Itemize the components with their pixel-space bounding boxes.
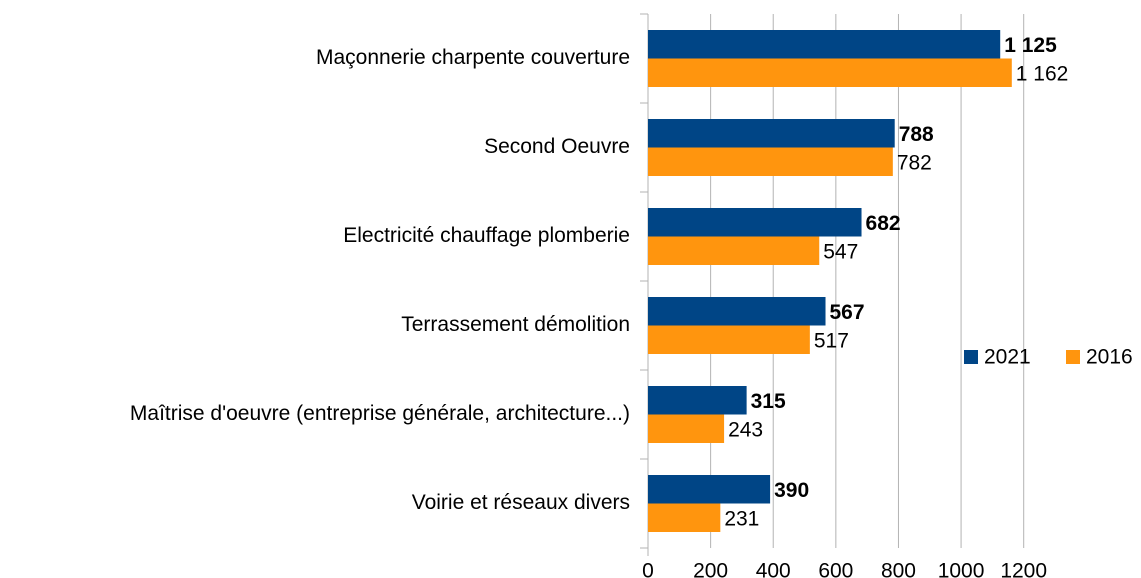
data-label: 390 (774, 479, 809, 502)
bar (648, 325, 810, 354)
bar (648, 414, 725, 443)
bar (648, 475, 771, 504)
bar (648, 119, 895, 148)
bar (648, 147, 893, 176)
y-tick-label: Maçonnerie charpente couverture (316, 46, 630, 69)
y-tick-label: Maîtrise d'oeuvre (entreprise générale, … (130, 402, 630, 425)
data-label: 782 (897, 151, 932, 174)
x-tick-label: 800 (881, 560, 916, 578)
bar (648, 30, 1001, 59)
data-label: 243 (728, 418, 763, 441)
x-tick-label: 200 (693, 560, 728, 578)
data-label: 1 125 (1004, 34, 1057, 57)
x-tick-label: 400 (756, 560, 791, 578)
legend-label: 2021 (984, 346, 1031, 369)
data-label: 788 (899, 123, 934, 146)
data-label: 1 162 (1016, 62, 1069, 85)
bar (648, 208, 862, 237)
data-label: 567 (830, 301, 865, 324)
x-tick-label: 1000 (938, 560, 985, 578)
legend-swatch (1066, 350, 1080, 364)
data-label: 231 (724, 507, 759, 530)
x-tick-label: 1200 (1000, 560, 1047, 578)
x-tick-label: 0 (642, 560, 654, 578)
bar (648, 503, 721, 532)
data-label: 682 (866, 212, 901, 235)
legend-label: 2016 (1086, 346, 1133, 369)
data-label: 517 (814, 329, 849, 352)
y-tick-label: Voirie et réseaux divers (412, 491, 630, 514)
bar (648, 58, 1012, 87)
bar (648, 386, 747, 415)
x-tick-label: 600 (818, 560, 853, 578)
y-tick-label: Terrassement démolition (401, 313, 630, 336)
data-label: 547 (823, 240, 858, 263)
bar (648, 297, 826, 326)
legend-swatch (964, 350, 978, 364)
y-tick-label: Second Oeuvre (484, 135, 630, 158)
y-tick-label: Electricité chauffage plomberie (343, 224, 630, 247)
data-label: 315 (751, 390, 786, 413)
bar (648, 236, 820, 265)
